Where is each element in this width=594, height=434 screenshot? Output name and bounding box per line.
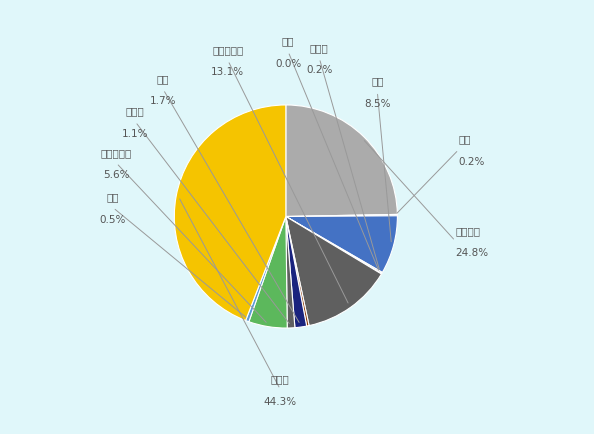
Text: 風力: 風力 [157,74,169,84]
Wedge shape [286,217,307,328]
Text: 24.8%: 24.8% [456,248,488,258]
Text: 地熱: 地熱 [282,36,294,46]
Text: 太陽光発電: 太陽光発電 [212,45,244,55]
Wedge shape [174,106,286,321]
Text: 石油: 石油 [459,134,471,144]
Text: 0.5%: 0.5% [100,214,126,224]
Wedge shape [286,217,381,274]
Wedge shape [286,217,309,326]
Wedge shape [245,217,286,322]
Wedge shape [286,217,295,328]
Wedge shape [286,217,383,274]
Text: バイオ燃料: バイオ燃料 [100,148,132,158]
Text: 天然ガス: 天然ガス [456,225,481,235]
Text: その他: その他 [310,43,328,53]
Text: 0.2%: 0.2% [306,65,333,75]
Text: 廃棄物: 廃棄物 [126,106,145,116]
Text: 原子力: 原子力 [271,373,290,383]
Wedge shape [286,217,381,326]
Text: 5.6%: 5.6% [103,170,129,180]
Text: 13.1%: 13.1% [211,67,244,77]
Wedge shape [286,106,397,217]
Text: 8.5%: 8.5% [364,99,391,108]
Text: 44.3%: 44.3% [264,396,297,406]
Wedge shape [286,215,397,217]
Text: 水力: 水力 [107,192,119,202]
Text: 石炭: 石炭 [371,76,384,86]
Wedge shape [286,216,397,273]
Text: 0.0%: 0.0% [275,59,301,69]
Text: 0.2%: 0.2% [459,156,485,166]
Text: 1.7%: 1.7% [150,96,176,106]
Text: 1.1%: 1.1% [122,128,148,138]
Wedge shape [249,217,287,328]
